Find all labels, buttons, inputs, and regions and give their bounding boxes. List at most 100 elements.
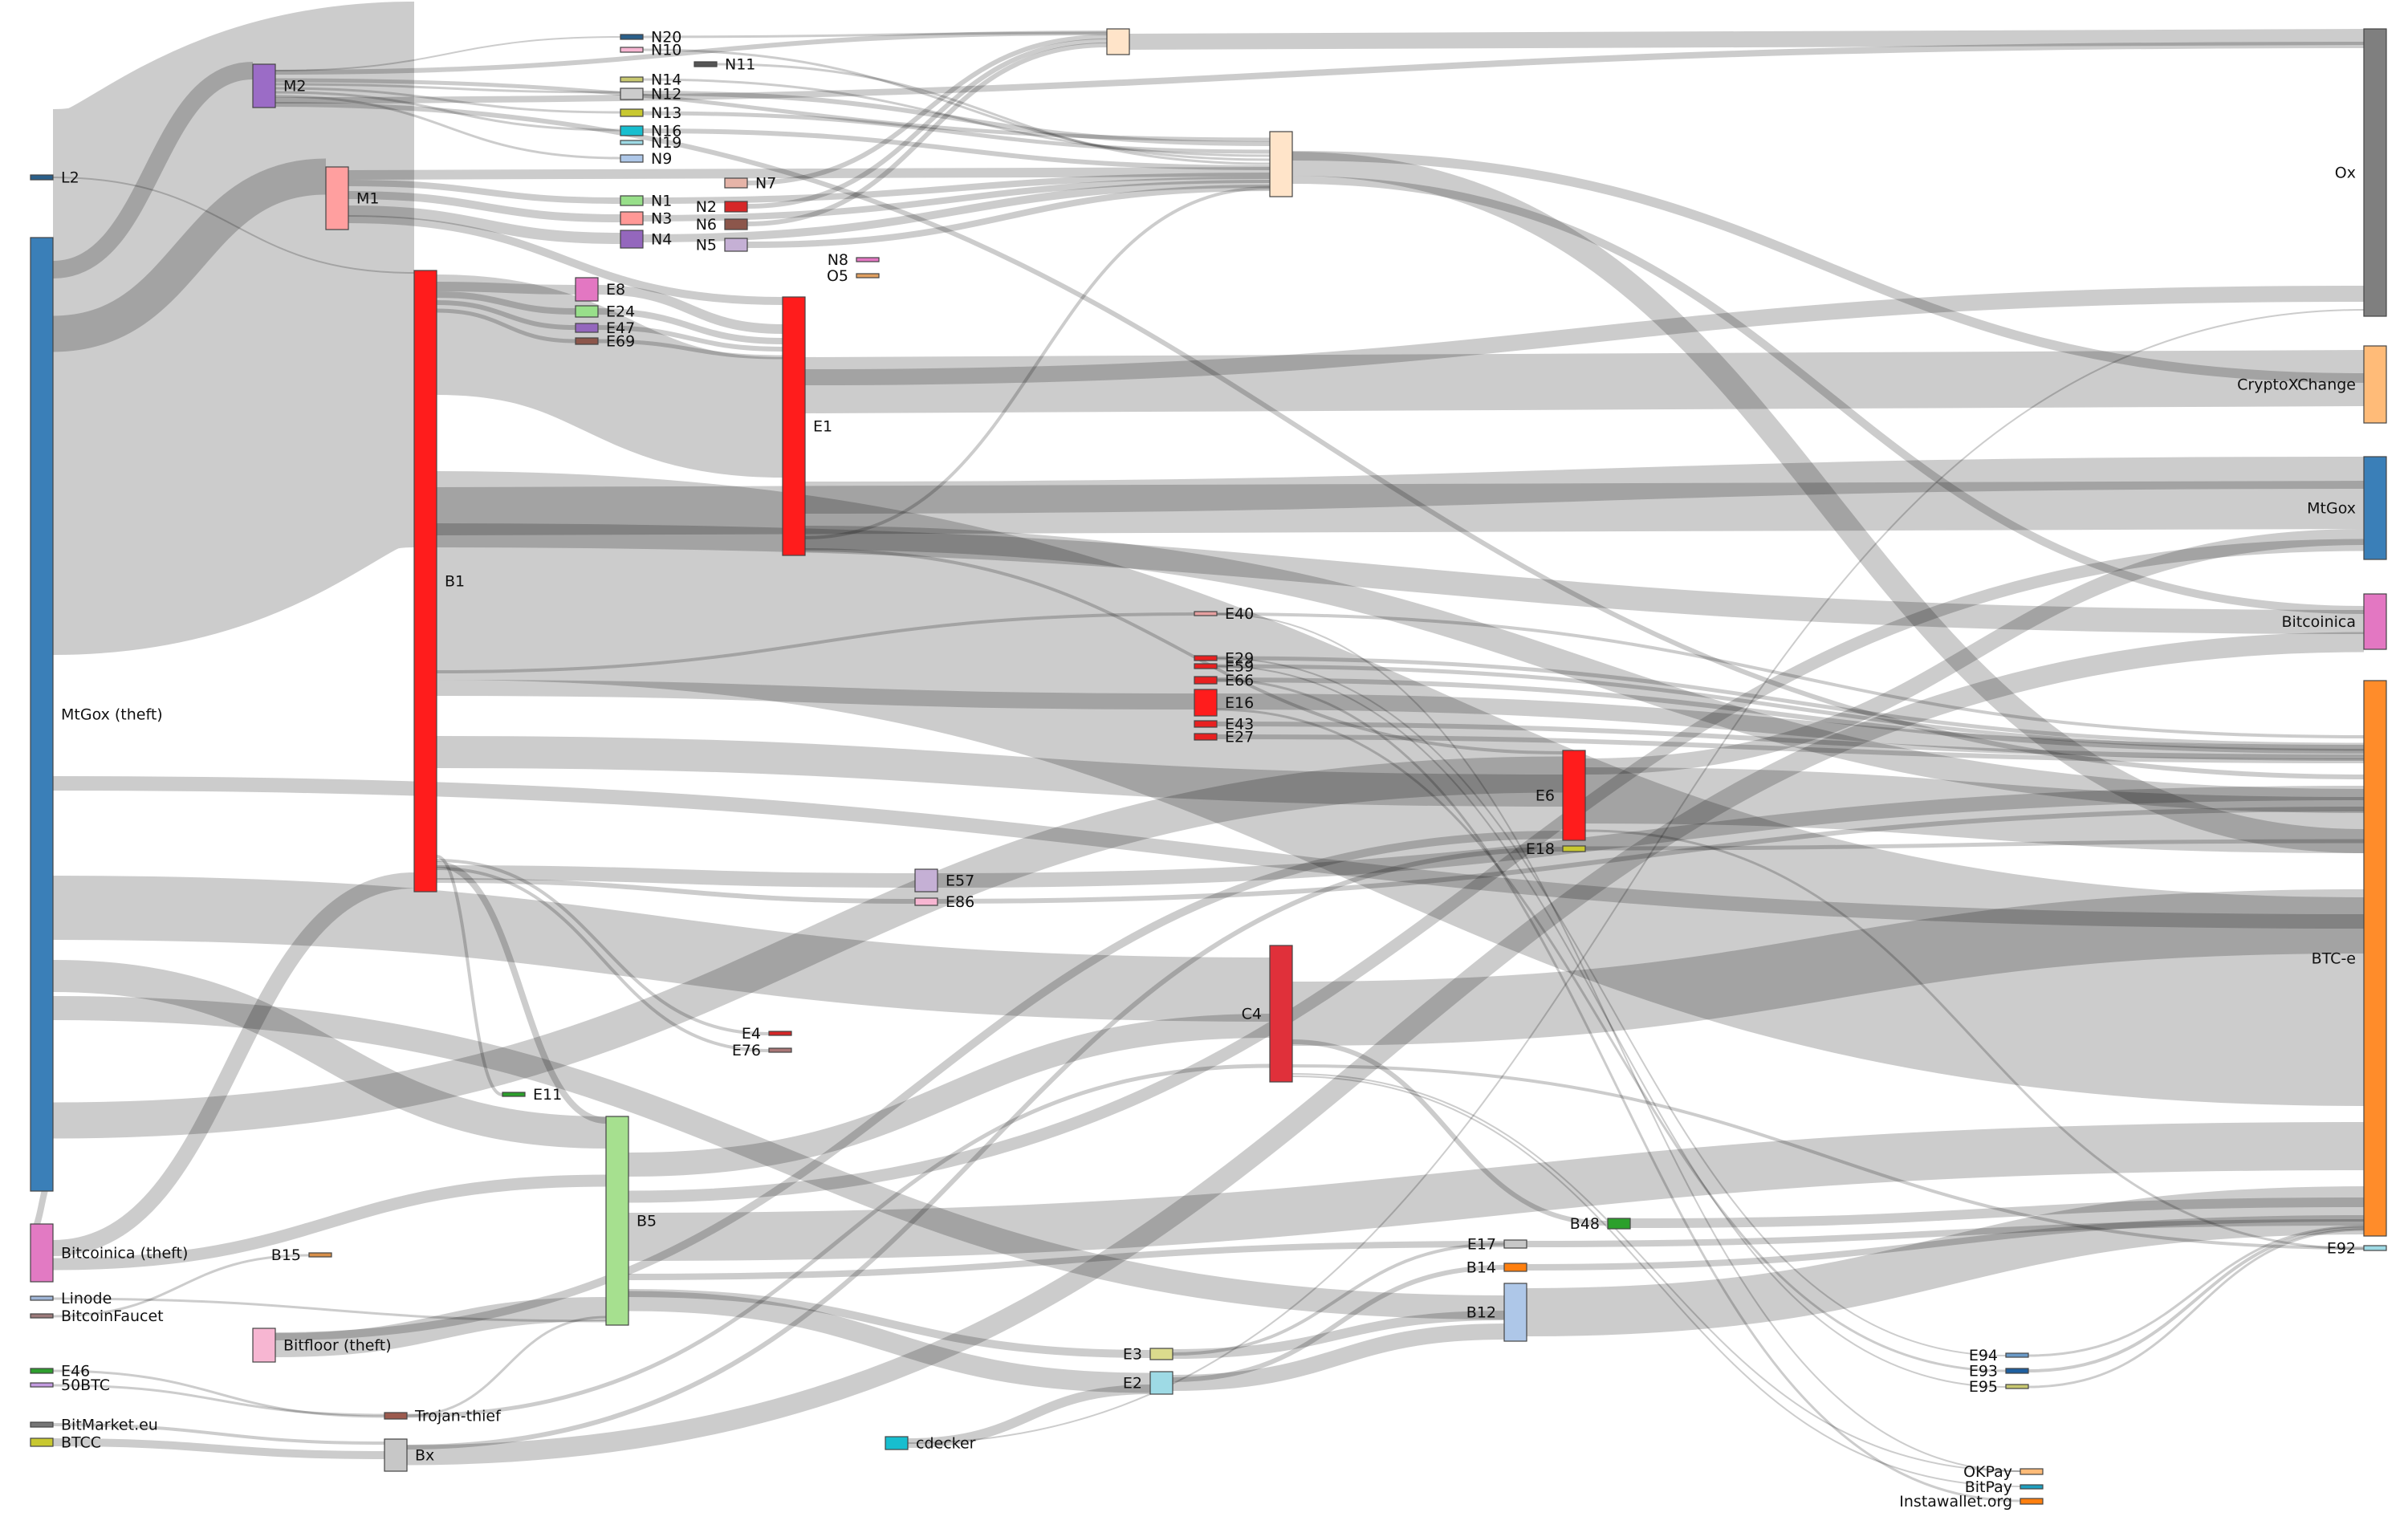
node-label: O5 [827,267,848,285]
node-e40: E40 [1194,605,1254,623]
flow-link [1291,152,2365,853]
node-m2: M2 [252,63,306,108]
node-n16: N16 [620,123,681,140]
flow-link [52,62,254,279]
node-bar [620,154,644,163]
node-label: N2 [696,198,717,216]
node-bar [575,323,599,333]
node-bar [30,1368,54,1374]
flow-link [52,996,1505,1319]
node-label: E11 [533,1086,562,1104]
flow-link [52,1438,385,1459]
node-bar [2020,1468,2044,1475]
node-bar [30,1223,54,1283]
node-label: E43 [1225,716,1254,734]
node-bar [575,337,599,345]
flow-link [716,63,1271,165]
node-e57: E57 [914,868,974,893]
flow-link [2028,1225,2365,1357]
node-bar [1194,689,1218,717]
flow-link [275,95,621,160]
flow-link [436,291,576,315]
node-bar [575,277,599,302]
node-label: B12 [1466,1304,1496,1322]
node-label: N1 [651,193,672,210]
node-label: N19 [651,134,681,152]
node-bar [620,76,644,83]
node-b12: B12 [1466,1283,1527,1342]
flow-link [406,632,2365,1466]
node-label: BitMarket.eu [61,1417,158,1434]
flow-link [1291,1073,2021,1472]
flow-link [52,1254,310,1318]
node-bar [308,1252,332,1258]
node-bar [384,1438,408,1472]
flow-link [746,43,1108,226]
node-bar [2020,1484,2044,1490]
node-bar [30,1437,54,1447]
node-bar [1503,1239,1527,1249]
node-bar [30,1295,54,1301]
node-e4: E4 [742,1025,792,1043]
flow-link [52,1174,607,1271]
node-bar [856,257,880,262]
node-n5: N5 [696,237,748,254]
flow-link [642,48,1271,161]
node-bar [620,195,644,206]
flow-link [2028,1226,2365,1372]
node-label: L2 [61,169,79,187]
node-m1: M1 [325,166,379,230]
node-label: Instawallet.org [1899,1493,2012,1511]
node-label: C4 [1242,1006,1262,1023]
node-label: CryptoXChange [2237,376,2356,394]
flow-link [348,205,621,244]
node-label: Linode [61,1290,112,1307]
node-n2: N2 [696,198,748,216]
node-e43: E43 [1194,716,1254,734]
node-label: N20 [651,29,681,47]
flow-link [52,876,1271,1022]
node-mtgox: MtGox [2307,456,2387,560]
flow-link [628,1291,1151,1393]
node-label: E16 [1225,694,1254,712]
flow-link [1584,829,2365,1250]
node-n10: N10 [620,42,681,59]
node-bar [768,1031,792,1036]
node-bar [782,296,806,556]
node-label: E66 [1225,672,1254,689]
node-e86: E86 [914,893,974,911]
flow-link [597,325,783,352]
node-bar [502,1092,526,1097]
flow-link [1216,693,2365,761]
flow-link [436,274,783,478]
node-bar [1106,28,1130,55]
node-label: E92 [2327,1240,2356,1258]
node-bar [2020,1498,2044,1505]
node-label: N8 [828,251,848,269]
node-bar [30,1313,54,1319]
node-bar [914,868,938,893]
flow-link [642,111,1271,154]
node-bar [1194,655,1218,661]
node-bar [30,237,54,1192]
flow-link [436,878,916,904]
flow-link [436,308,576,344]
node-e59: E59 [1194,658,1254,676]
node-e69: E69 [575,333,635,351]
flow-link [746,39,1108,209]
flow-link [436,523,2365,634]
node-bar [724,201,748,213]
node-e18: E18 [1526,840,1586,858]
node-label: N11 [725,56,755,74]
node-label: N6 [696,216,717,234]
node-e94: E94 [1969,1347,2029,1364]
node-l2: L2 [30,169,79,187]
flow-link [1291,1039,1609,1226]
node-e8: E8 [575,277,625,302]
node-label: N13 [651,104,681,122]
flow-link [1526,1215,2365,1271]
node-bar [2363,1245,2387,1251]
flow-link [436,612,1195,673]
node-e46: E46 [30,1363,90,1380]
flow-link [436,282,576,295]
